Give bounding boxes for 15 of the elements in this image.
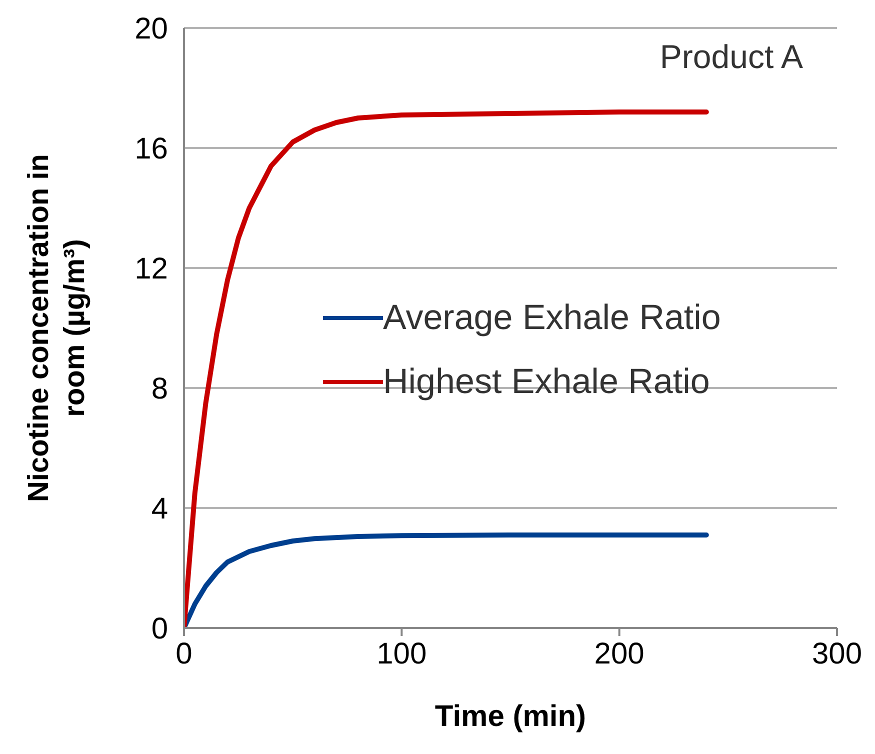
y-tick-label: 4 <box>151 492 168 526</box>
x-axis-title: Time (min) <box>434 700 586 733</box>
y-tick-label: 12 <box>134 252 168 286</box>
y-tick-label: 0 <box>151 612 168 646</box>
y-tick-label: 8 <box>151 372 168 406</box>
x-tick-label: 0 <box>176 637 192 670</box>
x-tick-label: 200 <box>594 637 644 670</box>
y-axis-title: Nicotine concentration in room (µg/m³) <box>23 154 91 502</box>
annotation: Product A <box>660 38 803 76</box>
x-tick-label: 100 <box>376 637 427 670</box>
y-tick-label: 20 <box>134 12 168 46</box>
y-tick-label: 16 <box>134 132 168 166</box>
legend-label: Average Exhale Ratio <box>383 298 721 338</box>
legend-label: Highest Exhale Ratio <box>383 362 710 402</box>
x-tick-label: 300 <box>812 637 862 670</box>
